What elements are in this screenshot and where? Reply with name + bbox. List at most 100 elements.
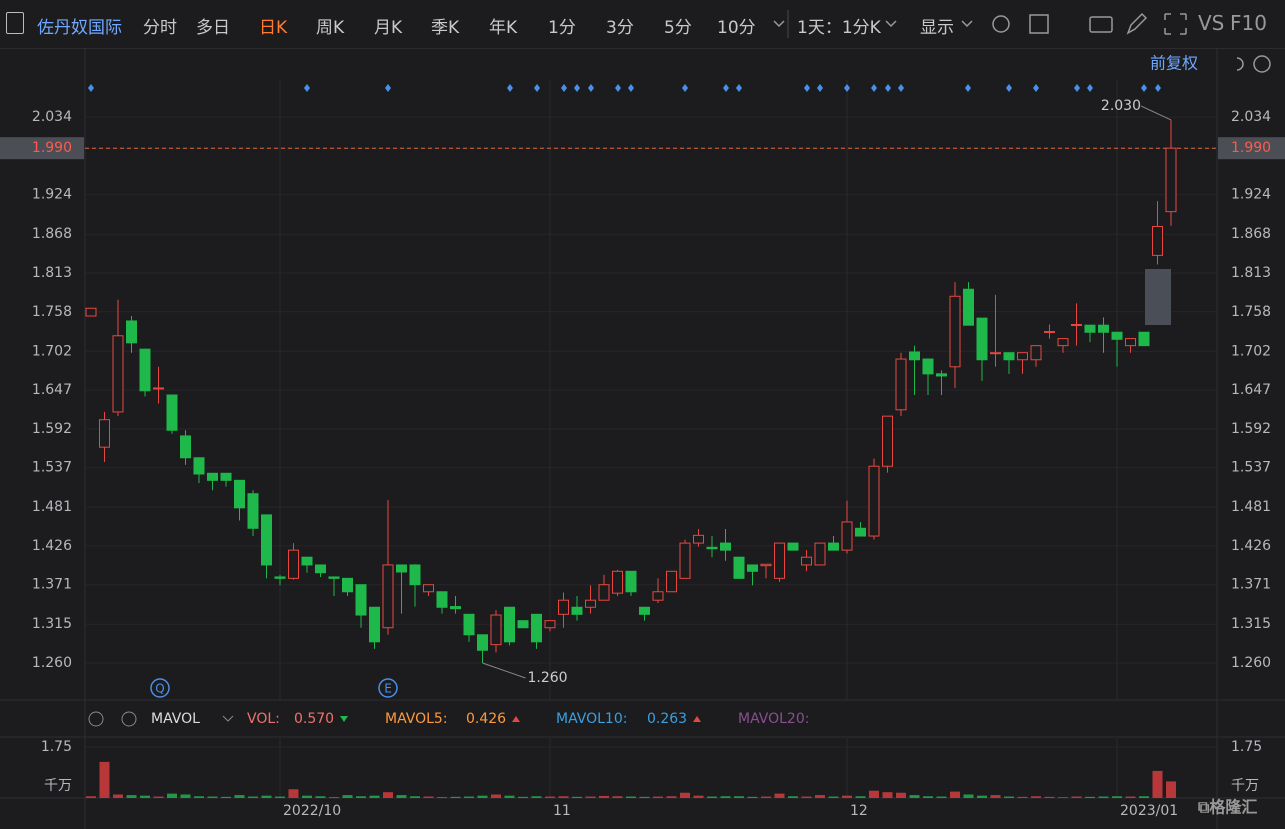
indicator-label: MAVOL20: <box>738 711 809 727</box>
volume-bar <box>720 796 731 798</box>
pen-icon[interactable] <box>1126 12 1148 35</box>
fullscreen-icon[interactable] <box>1164 13 1187 35</box>
shape-icon[interactable] <box>1029 14 1049 34</box>
event-marker <box>885 84 891 92</box>
period-tab[interactable]: 1分 <box>548 18 576 38</box>
dropdown-icon[interactable] <box>961 20 973 28</box>
y-tick-label: 1.813 <box>1231 265 1271 281</box>
toolbar: 佐丹奴国际 分时 多日 日K 周K 月K 季K 年K 1分 3分 5分 10分 … <box>0 0 1285 49</box>
period-tab[interactable]: 3分 <box>606 18 634 38</box>
y-tick-label: 1.868 <box>32 226 72 242</box>
dropdown-icon[interactable] <box>885 20 897 28</box>
camera-icon[interactable] <box>1089 16 1113 33</box>
candle-body <box>180 435 191 459</box>
candle-body <box>1017 352 1028 361</box>
volume-bar <box>302 795 312 798</box>
volume-bar <box>248 796 258 798</box>
indicator-label: MAVOL10: <box>556 711 627 727</box>
adjust-mode[interactable]: 前复权 <box>1150 54 1198 73</box>
undo-icon[interactable] <box>1236 57 1244 71</box>
settings-icon[interactable] <box>88 711 104 727</box>
volume-bar <box>491 794 501 798</box>
y-tick-label: 2.034 <box>1231 109 1271 125</box>
indicator-value: 0.426 <box>466 711 506 727</box>
candle-body <box>855 527 866 537</box>
candle-body <box>963 288 974 326</box>
volume-bar <box>788 796 798 798</box>
event-marker <box>965 84 971 92</box>
period-tab[interactable]: 分时 <box>143 18 177 38</box>
period-tab[interactable]: 多日 <box>196 18 230 38</box>
candle-body <box>1084 324 1096 333</box>
candle-body <box>828 542 839 551</box>
period-tab[interactable]: 季K <box>431 18 460 38</box>
candle-body <box>747 564 758 572</box>
volume-bar <box>801 796 812 798</box>
period-tab[interactable]: 年K <box>489 18 518 38</box>
volume-bar <box>909 795 920 798</box>
volume-tick-label: 1.75 <box>41 739 72 755</box>
candle-body <box>558 599 569 615</box>
price-tag <box>0 137 84 160</box>
volume-bar <box>693 795 704 798</box>
candle-body <box>1111 331 1123 340</box>
candle-body <box>126 320 137 344</box>
event-marker <box>736 84 742 92</box>
candle-body <box>193 457 205 475</box>
period-tab[interactable]: 10分 <box>717 18 756 38</box>
y-tick-label: 1.426 <box>1231 538 1271 554</box>
candle-body <box>517 620 529 629</box>
vs-button[interactable]: VS <box>1198 11 1225 35</box>
event-marker <box>804 84 810 92</box>
volume-bar <box>99 761 110 798</box>
volume-bar <box>1058 797 1068 798</box>
dropdown-icon[interactable] <box>773 20 785 28</box>
event-marker <box>588 84 594 92</box>
candle-body <box>477 634 488 651</box>
volume-bar <box>504 795 515 798</box>
y-tick-label: 1.924 <box>32 187 72 203</box>
event-marker <box>561 84 567 92</box>
volume-bar <box>707 796 717 798</box>
volume-bar <box>545 796 555 798</box>
candle-body <box>598 584 610 601</box>
event-marker <box>507 84 513 92</box>
volume-bar <box>356 796 366 798</box>
period-tab[interactable]: 5分 <box>664 18 692 38</box>
y-tick-label: 1.647 <box>1231 382 1271 398</box>
x-tick-label: 11 <box>553 803 571 819</box>
display-menu[interactable]: 显示 <box>920 18 954 38</box>
volume-bar <box>423 796 434 798</box>
volume-tick-label: 1.75 <box>1231 739 1262 755</box>
candle-body <box>396 564 407 573</box>
volume-bar <box>369 795 380 798</box>
event-marker <box>534 84 540 92</box>
sidebar-toggle[interactable] <box>6 12 24 34</box>
period-tab[interactable]: 日K <box>259 18 288 38</box>
close-icon[interactable] <box>121 711 137 727</box>
volume-bar <box>963 794 974 798</box>
volume-bar <box>180 794 191 798</box>
event-marker <box>1141 84 1147 92</box>
candle-body <box>207 472 218 481</box>
event-marker <box>844 84 850 92</box>
candle-body <box>85 307 97 317</box>
candle-body <box>774 542 785 579</box>
settings-icon[interactable] <box>992 15 1010 33</box>
volume-unit: 千万 <box>1231 778 1259 794</box>
volume-bar <box>221 796 231 798</box>
volume-bar <box>612 796 623 798</box>
volume-bar <box>761 796 771 798</box>
period-tab[interactable]: 月K <box>374 18 403 38</box>
event-icon-letter: E <box>384 682 392 696</box>
period-tab[interactable]: 周K <box>316 18 345 38</box>
minus-icon[interactable] <box>1253 55 1271 73</box>
stock-name[interactable]: 佐丹奴国际 <box>37 18 122 38</box>
range-select[interactable]: 1天：1分K <box>797 18 881 38</box>
f10-button[interactable]: F10 <box>1230 11 1267 35</box>
volume-bar <box>558 796 569 798</box>
candle-body <box>490 614 502 646</box>
volume-bar <box>396 795 407 798</box>
y-tick-label: 1.537 <box>32 460 72 476</box>
candle-body <box>99 419 110 448</box>
